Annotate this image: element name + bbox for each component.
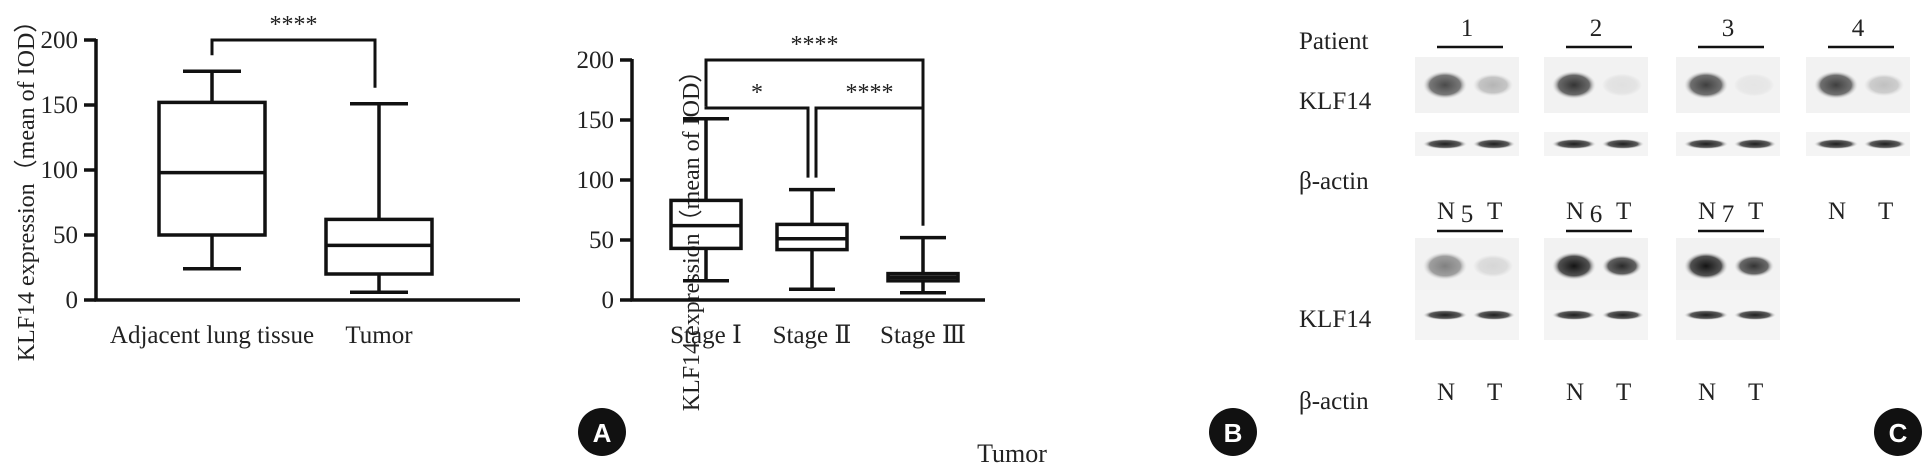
panel-a-badge: A xyxy=(578,408,626,456)
klf14-row1-label: KLF14 xyxy=(1299,88,1372,115)
category-label: Tumor xyxy=(345,322,413,349)
lane-label-n: N xyxy=(1566,379,1584,406)
actin-band-normal xyxy=(1552,139,1596,149)
lane-label-n: N xyxy=(1566,198,1584,225)
panel-b-x-axis-label: Tumor xyxy=(977,439,1047,468)
patient-number: 7 xyxy=(1722,201,1735,228)
klf14-band-normal xyxy=(1552,252,1596,280)
klf14-band-normal xyxy=(1814,71,1858,99)
klf14-band-normal xyxy=(1552,71,1596,99)
lane-label-n: N xyxy=(1437,198,1455,225)
lane-label-t: T xyxy=(1487,379,1502,406)
panel-b-boxplot: KLF14 expression（mean of IOD） 0 50 100 150 2… xyxy=(577,32,1257,468)
klf14-band-tumor xyxy=(1602,73,1642,97)
y-tick-label: 0 xyxy=(602,287,615,314)
box-iqr xyxy=(775,222,849,252)
klf14-band-tumor xyxy=(1473,73,1513,97)
lane-label-t: T xyxy=(1748,198,1763,225)
klf14-band-normal xyxy=(1423,252,1467,280)
klf14-band-tumor xyxy=(1734,254,1774,278)
y-tick-label: 100 xyxy=(41,157,79,184)
patient-number: 3 xyxy=(1722,15,1735,42)
patient-number: 4 xyxy=(1852,15,1865,42)
lane-label-n: N xyxy=(1698,379,1716,406)
actin-band-tumor xyxy=(1602,139,1644,149)
actin-row2-label: β-actin xyxy=(1299,388,1369,415)
klf14-row2-label: KLF14 xyxy=(1299,306,1372,333)
panel-a-boxplot: KLF14 expression（mean of IOD） 0 50 100 150 2… xyxy=(14,9,626,456)
box-iqr xyxy=(157,100,267,237)
lane-label-t: T xyxy=(1616,379,1631,406)
panel-c-badge: C xyxy=(1874,408,1922,456)
y-tick-label: 50 xyxy=(589,227,614,254)
patient-number: 6 xyxy=(1590,201,1603,228)
y-tick-label: 100 xyxy=(577,167,615,194)
lane-label-t: T xyxy=(1487,198,1502,225)
y-tick-label: 200 xyxy=(577,47,615,74)
panel-c-badge-label: C xyxy=(1889,418,1908,448)
actin-band-normal xyxy=(1423,310,1467,320)
actin-band-tumor xyxy=(1734,139,1776,149)
y-tick-label: 150 xyxy=(577,107,615,134)
actin-band-tumor xyxy=(1734,310,1776,320)
panel-b-badge: B xyxy=(1209,408,1257,456)
klf14-band-tumor xyxy=(1864,73,1904,97)
klf14-band-normal xyxy=(1684,71,1728,99)
y-tick-label: 0 xyxy=(66,287,79,314)
patient-number: 1 xyxy=(1461,15,1474,42)
category-label: Adjacent lung tissue xyxy=(110,322,314,349)
significance-bracket xyxy=(210,38,377,88)
y-tick-label: 150 xyxy=(41,92,79,119)
panel-b-badge-label: B xyxy=(1224,418,1243,448)
patient-number: 2 xyxy=(1590,15,1603,42)
klf14-band-normal xyxy=(1423,71,1467,99)
patient-number: 5 xyxy=(1461,201,1474,228)
significance-bracket xyxy=(814,106,925,226)
panel-c-western-blot: Patient KLF14 β-actin KLF14 β-actin 1 N T 2… xyxy=(1299,15,1922,456)
patient-row-label: Patient xyxy=(1299,28,1368,55)
lane-label-n: N xyxy=(1698,198,1716,225)
category-label: Stage Ⅱ xyxy=(773,322,852,349)
klf14-band-tumor xyxy=(1473,254,1513,278)
significance-label: **** xyxy=(846,80,894,106)
actin-band-tumor xyxy=(1864,139,1906,149)
actin-band-tumor xyxy=(1473,139,1515,149)
lane-label-t: T xyxy=(1878,198,1893,225)
panel-a-badge-label: A xyxy=(593,418,612,448)
category-label: Stage Ⅰ xyxy=(670,322,742,349)
significance-label: * xyxy=(751,80,763,106)
actin-band-normal xyxy=(1423,139,1467,149)
lane-label-n: N xyxy=(1828,198,1846,225)
significance-label: **** xyxy=(791,32,839,58)
category-label: Stage Ⅲ xyxy=(880,322,966,349)
actin-band-normal xyxy=(1684,139,1728,149)
lane-label-t: T xyxy=(1616,198,1631,225)
actin-band-normal xyxy=(1814,139,1858,149)
lane-label-n: N xyxy=(1437,379,1455,406)
klf14-band-tumor xyxy=(1602,254,1642,278)
klf14-band-tumor xyxy=(1734,73,1774,97)
y-tick-label: 200 xyxy=(41,27,79,54)
actin-row1-label: β-actin xyxy=(1299,168,1369,195)
lane-label-t: T xyxy=(1748,379,1763,406)
actin-band-tumor xyxy=(1602,310,1644,320)
significance-label: **** xyxy=(270,12,318,38)
klf14-band-normal xyxy=(1684,252,1728,280)
actin-band-normal xyxy=(1552,310,1596,320)
panel-a-y-axis-label: KLF14 expression（mean of IOD） xyxy=(14,9,40,362)
actin-band-normal xyxy=(1684,310,1728,320)
panel-b-y-axis-label: KLF14 expression（mean of IOD） xyxy=(679,59,705,412)
significance-bracket xyxy=(704,106,810,178)
y-tick-label: 50 xyxy=(53,222,78,249)
actin-band-tumor xyxy=(1473,310,1515,320)
